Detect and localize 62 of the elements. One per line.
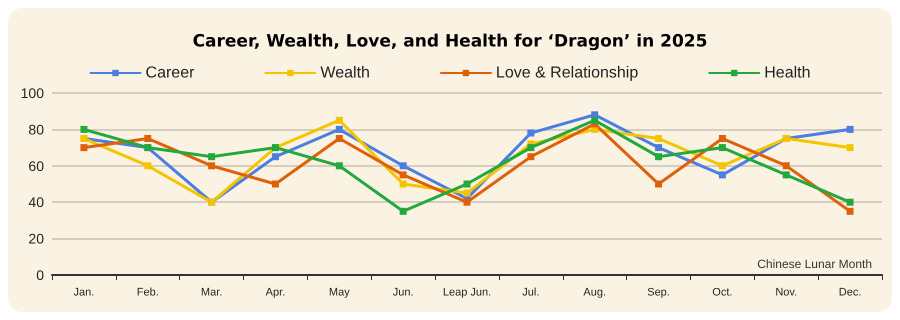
point: [144, 135, 152, 142]
point: [655, 180, 662, 188]
x-tick-label: Sep.: [647, 286, 670, 298]
legend-label: Wealth: [320, 64, 370, 82]
x-tick-label: Jul.: [522, 286, 540, 298]
y-tick-label: 20: [28, 230, 44, 247]
point: [80, 126, 88, 133]
x-tick-label: Mar.: [200, 286, 222, 298]
y-tick-label: 80: [28, 121, 44, 138]
x-tick-label: May: [328, 286, 350, 298]
point: [208, 162, 216, 170]
legend-label: Health: [764, 64, 810, 82]
point: [846, 198, 854, 206]
x-tick-label: Jan.: [74, 286, 94, 298]
point: [464, 180, 470, 188]
point: [527, 130, 534, 137]
point: [718, 144, 726, 152]
annotation: Chinese Lunar Month: [757, 257, 872, 271]
point: [336, 135, 343, 142]
chart-title: Career, Wealth, Love, and Health for ‘Dragon’ in 2025: [192, 32, 708, 52]
point: [527, 144, 534, 152]
point: [655, 153, 662, 160]
x-tick-label: Aug.: [583, 286, 606, 298]
y-tick-label: 40: [28, 194, 44, 210]
point: [718, 135, 726, 142]
point: [846, 126, 854, 133]
point: [272, 180, 279, 188]
x-tick-label: Jun.: [392, 286, 414, 298]
x-tick-label: Leap Jun.: [442, 286, 492, 298]
y-tick-label: 60: [28, 158, 44, 174]
x-tick-label: Apr.: [266, 286, 286, 298]
point: [400, 162, 407, 170]
point: [80, 144, 88, 152]
point: [336, 116, 343, 124]
legend-label: Career: [146, 64, 196, 82]
point: [400, 171, 407, 178]
x-tick-label: Feb.: [136, 286, 159, 298]
point: [336, 162, 343, 170]
x-tick-label: Nov.: [775, 286, 798, 298]
point: [655, 144, 662, 152]
point: [144, 162, 152, 170]
point: [400, 180, 407, 188]
legend-label: Love & Relationship: [496, 64, 638, 82]
point: [655, 135, 662, 142]
point: [846, 208, 854, 215]
point: [718, 171, 726, 178]
point: [591, 116, 598, 124]
point: [464, 198, 470, 206]
point: [782, 171, 790, 178]
point: [464, 190, 470, 197]
point: [846, 144, 854, 152]
y-tick-label: 100: [20, 85, 44, 101]
point: [718, 162, 726, 170]
y-tick-label: 0: [36, 267, 44, 283]
x-tick-label: Dec.: [838, 286, 862, 298]
point: [272, 153, 279, 160]
point: [782, 162, 790, 170]
point: [336, 126, 343, 133]
point: [527, 153, 534, 160]
point: [208, 153, 216, 160]
x-tick-label: Oct.: [712, 286, 732, 298]
point: [400, 208, 407, 215]
